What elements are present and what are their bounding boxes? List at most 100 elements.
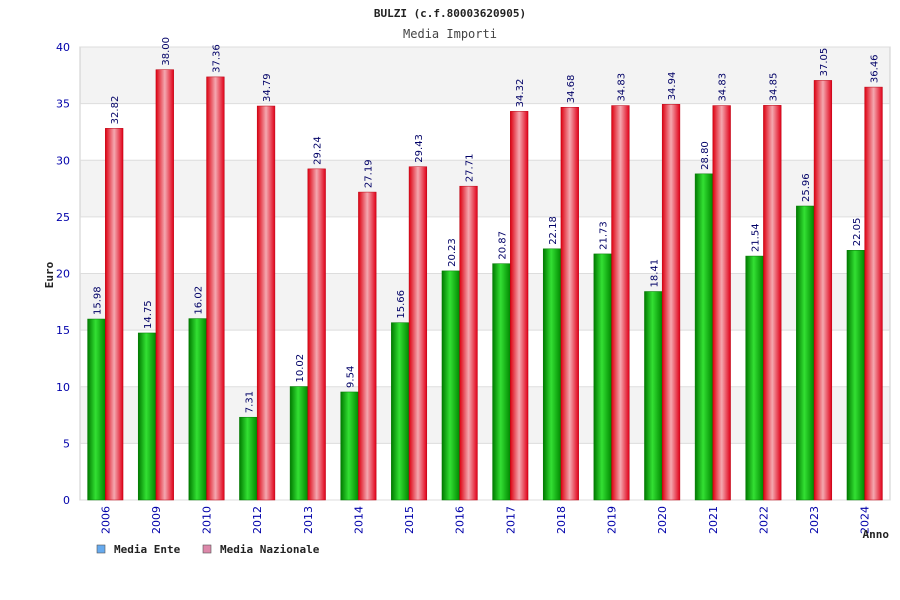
bar-media-ente — [796, 205, 815, 501]
data-label: 34.85 — [768, 73, 779, 102]
bar-media-ente — [137, 332, 157, 501]
data-label: 27.71 — [465, 154, 476, 183]
x-tick-label: 2014 — [352, 506, 365, 534]
bar-media-nazionale — [358, 191, 377, 501]
data-label: 36.46 — [870, 54, 881, 83]
data-label: 15.98 — [92, 286, 103, 315]
x-tick-label: 2016 — [454, 506, 467, 534]
data-label: 34.83 — [616, 73, 627, 102]
data-label: 22.18 — [548, 216, 559, 245]
bar-media-nazionale — [256, 105, 276, 501]
bar-media-nazionale — [712, 105, 731, 501]
y-tick-label: 40 — [56, 41, 70, 54]
legend-label-media-nazionale: Media Nazionale — [220, 543, 320, 556]
data-label: 28.80 — [700, 141, 711, 170]
legend-label-media-ente: Media Ente — [114, 543, 181, 556]
bar-media-nazionale — [661, 104, 681, 501]
x-tick-label: 2015 — [403, 506, 416, 534]
bar-media-ente — [593, 253, 612, 501]
x-tick-label: 2022 — [757, 506, 770, 534]
x-tick-label: 2023 — [808, 506, 821, 534]
data-label: 25.96 — [801, 173, 812, 202]
x-tick-label: 2013 — [302, 506, 315, 534]
data-label: 10.02 — [295, 354, 306, 383]
data-label: 34.68 — [566, 75, 577, 104]
y-tick-label: 15 — [56, 324, 70, 337]
bars — [87, 69, 883, 501]
data-label: 16.02 — [194, 286, 205, 315]
legend-swatch-media-nazionale — [202, 544, 212, 554]
data-label: 18.41 — [649, 259, 660, 288]
data-label: 34.79 — [262, 73, 273, 102]
x-tick-label: 2019 — [606, 506, 619, 534]
data-label: 34.83 — [718, 73, 729, 102]
y-tick-label: 0 — [63, 494, 70, 507]
bar-media-ente — [441, 270, 460, 501]
data-label: 20.23 — [447, 238, 458, 267]
data-label: 32.82 — [110, 96, 121, 125]
x-tick-label: 2010 — [201, 506, 214, 534]
x-tick-label: 2024 — [859, 506, 872, 534]
data-label: 7.31 — [244, 391, 255, 413]
data-label: 37.36 — [211, 44, 222, 73]
bar-media-ente — [87, 318, 106, 501]
x-axis-ticks: 2006 2009 2010 2012 2013 2014 2015 2016 2017 2018… — [99, 506, 871, 534]
data-label: 27.19 — [363, 159, 374, 188]
bar-media-nazionale — [459, 185, 478, 501]
bar-media-ente — [391, 322, 410, 501]
data-label: 29.24 — [313, 136, 324, 165]
legend: Media Ente Media Nazionale — [96, 543, 320, 556]
bar-media-nazionale — [611, 105, 630, 501]
y-tick-label: 10 — [56, 381, 70, 394]
data-label: 38.00 — [161, 37, 172, 66]
x-axis-label: Anno — [863, 528, 890, 541]
y-axis-label: Euro — [43, 261, 56, 288]
bar-media-ente — [492, 263, 511, 501]
bar-media-nazionale — [408, 166, 428, 501]
data-label: 29.43 — [414, 134, 425, 163]
bar-media-ente — [542, 248, 562, 501]
x-tick-label: 2009 — [150, 506, 163, 534]
y-tick-label: 25 — [56, 211, 70, 224]
bar-media-nazionale — [206, 76, 225, 501]
y-tick-label: 35 — [56, 98, 70, 111]
bar-media-ente — [846, 250, 865, 501]
chart-title: BULZI (c.f.80003620905) — [374, 7, 526, 20]
x-tick-label: 2020 — [656, 506, 669, 534]
data-label: 20.87 — [497, 231, 508, 260]
data-label: 22.05 — [852, 218, 863, 247]
data-label: 34.94 — [667, 72, 678, 101]
x-tick-label: 2006 — [99, 506, 112, 534]
bar-media-nazionale — [864, 86, 883, 501]
bar-media-nazionale — [307, 168, 326, 501]
x-tick-label: 2017 — [504, 506, 517, 534]
bar-media-nazionale — [510, 111, 529, 501]
bar-media-ente — [289, 386, 309, 501]
data-label: 34.32 — [515, 79, 526, 108]
data-label: 21.54 — [751, 223, 762, 252]
bar-media-ente — [239, 416, 258, 501]
bar-media-ente — [694, 173, 714, 501]
bar-media-nazionale — [763, 105, 782, 501]
legend-swatch-media-ente — [96, 544, 106, 554]
x-tick-label: 2012 — [251, 506, 264, 534]
data-label: 37.05 — [819, 48, 830, 77]
bar-media-nazionale — [560, 106, 579, 501]
data-label: 15.66 — [396, 290, 407, 319]
y-tick-label: 30 — [56, 154, 70, 167]
y-tick-label: 20 — [56, 268, 70, 281]
data-label: 21.73 — [599, 221, 610, 250]
bar-media-nazionale — [813, 80, 833, 501]
y-tick-label: 5 — [63, 437, 70, 450]
bar-media-ente — [745, 255, 764, 501]
x-tick-label: 2021 — [707, 506, 720, 534]
bar-media-ente — [644, 291, 663, 501]
bar-media-ente — [340, 391, 359, 501]
x-tick-label: 2018 — [555, 506, 568, 534]
bar-media-nazionale — [105, 128, 124, 501]
bar-media-ente — [188, 318, 207, 501]
bar-media-nazionale — [155, 69, 174, 501]
data-label: 9.54 — [346, 366, 357, 388]
chart-subtitle: Media Importi — [403, 27, 497, 41]
